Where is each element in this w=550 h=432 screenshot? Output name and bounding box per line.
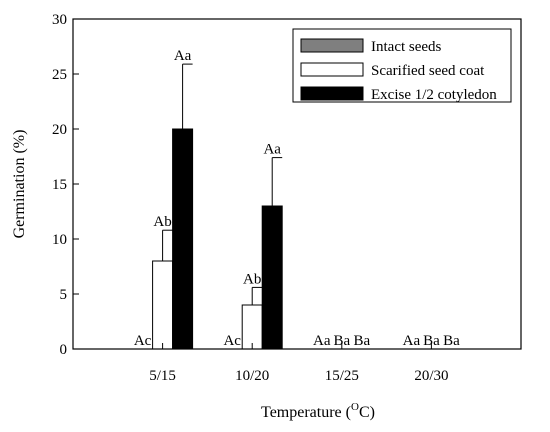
x-tick-label-2: 15/25 bbox=[325, 368, 359, 384]
y-tick-label-5: 25 bbox=[52, 67, 67, 83]
error-bars-group bbox=[162, 63, 283, 305]
sig-label-s0-c3: Aa bbox=[403, 333, 421, 349]
y-tick-label-3: 15 bbox=[52, 177, 67, 193]
x-axis-label-degree: O bbox=[351, 401, 359, 413]
y-tick-label-0: 0 bbox=[60, 342, 68, 358]
y-axis: 0 5 10 15 20 25 30 bbox=[52, 12, 79, 358]
x-tick-label-0: 5/15 bbox=[149, 368, 176, 384]
legend: Intact seeds Scarified seed coat Excise 1/… bbox=[292, 28, 512, 103]
legend-swatch-1 bbox=[300, 62, 364, 77]
sig-label-s2-c3: Ba bbox=[443, 333, 460, 349]
sig-label-s0-c1: Ac bbox=[223, 333, 241, 349]
x-axis-label-prefix: Temperature ( bbox=[261, 404, 351, 421]
bar-s1-c1 bbox=[241, 304, 263, 350]
y-tick-label-2: 10 bbox=[52, 232, 67, 248]
y-tick-label-1: 5 bbox=[60, 287, 68, 303]
legend-label-0: Intact seeds bbox=[371, 39, 442, 55]
y-tick-label-6: 30 bbox=[52, 12, 67, 28]
legend-swatch-2 bbox=[300, 86, 364, 101]
sig-label-s1-c1: Ab bbox=[243, 271, 261, 287]
sig-label-s2-c2: Ba bbox=[353, 333, 370, 349]
bars-group bbox=[152, 128, 283, 350]
sig-label-s2-c1: Aa bbox=[263, 142, 281, 158]
y-tick-label-4: 20 bbox=[52, 122, 67, 138]
bar-s1-c0 bbox=[152, 260, 174, 350]
x-axis-label-suffix: ) bbox=[370, 404, 375, 421]
x-axis-label-unit: C bbox=[359, 404, 370, 421]
sig-label-s1-c2: Ba bbox=[333, 333, 350, 349]
legend-label-2: Excise 1/2 cotyledon bbox=[371, 87, 497, 103]
bar-s2-c1 bbox=[261, 205, 283, 350]
x-tick-label-3: 20/30 bbox=[414, 368, 448, 384]
sig-label-s0-c2: Aa bbox=[313, 333, 331, 349]
sig-label-s0-c0: Ac bbox=[134, 333, 152, 349]
x-tick-label-1: 10/20 bbox=[235, 368, 269, 384]
bar-s2-c0 bbox=[172, 128, 194, 350]
sig-label-s1-c0: Ab bbox=[153, 214, 171, 230]
sig-label-s2-c0: Aa bbox=[174, 48, 192, 64]
y-axis-label: Germination (%) bbox=[11, 130, 28, 239]
x-axis-label: Temperature (OC) bbox=[261, 401, 375, 421]
x-axis: 5/15 10/20 15/25 20/30 bbox=[149, 343, 448, 384]
legend-label-1: Scarified seed coat bbox=[371, 63, 485, 79]
sig-label-s1-c3: Ba bbox=[423, 333, 440, 349]
legend-swatch-0 bbox=[300, 38, 364, 53]
